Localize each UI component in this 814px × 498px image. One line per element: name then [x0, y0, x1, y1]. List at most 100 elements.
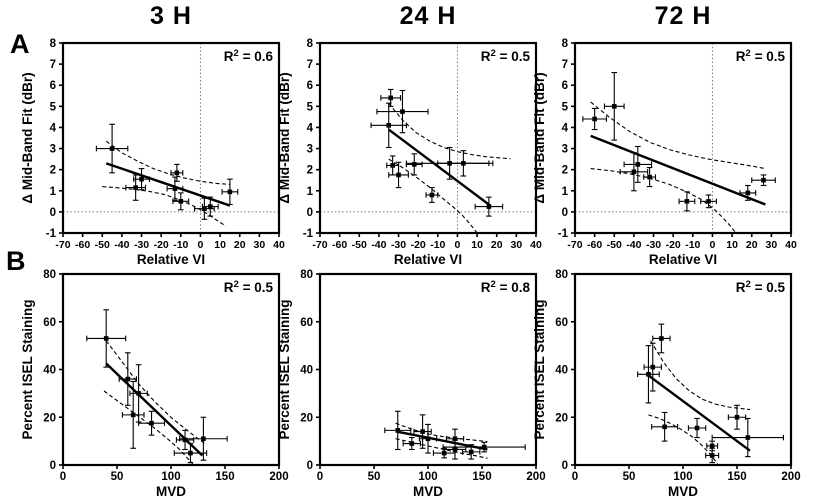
y-tick-label: 2 [562, 165, 568, 177]
data-point [442, 441, 526, 453]
chart-b-72h: 0 50 100 150 200 0 20 40 60 80 R2 = 0.5 MVD Percent … [532, 269, 801, 498]
data-point [678, 191, 696, 212]
data-point [125, 174, 147, 201]
x-axis-label: MVD [668, 484, 698, 498]
x-tick-label: 200 [526, 471, 545, 483]
x-tick-label: 50 [111, 471, 124, 483]
data-point [643, 167, 657, 188]
y-axis-label: Percent ISEL Staining [532, 299, 547, 439]
x-tick-label: -70 [55, 239, 70, 251]
x-tick-label: 20 [491, 239, 503, 251]
data-point [133, 168, 150, 191]
y-tick-label: 3 [562, 144, 568, 156]
data-point [179, 416, 228, 461]
r-squared-label: R2 = 0.5 [736, 279, 786, 295]
data-point [384, 410, 412, 451]
column-title-72h: 72 H [654, 2, 712, 30]
r-squared-label: R2 = 0.8 [481, 279, 531, 295]
x-tick-label: 30 [511, 239, 523, 251]
data-point [86, 309, 127, 368]
data-point [432, 447, 456, 459]
y-tick-label: 20 [43, 412, 56, 424]
x-tick-label: -60 [587, 239, 602, 251]
y-tick-label: 0 [50, 460, 56, 472]
regression-line [105, 362, 204, 457]
plot-border [61, 272, 281, 467]
x-tick-label: -60 [75, 239, 90, 251]
x-tick-label: -30 [391, 239, 406, 251]
x-tick-label: 0 [198, 239, 204, 251]
regression-line [105, 162, 231, 207]
data-point [221, 178, 239, 206]
data-point [637, 345, 660, 404]
x-axis-label: MVD [413, 484, 443, 498]
data-point [751, 174, 776, 187]
data-point [121, 380, 145, 449]
y-tick-label: 5 [562, 101, 569, 113]
y-tick-label: 8 [307, 38, 314, 50]
y-axis-label: Percent ISEL Staining [20, 299, 35, 439]
regression-line [647, 374, 751, 452]
x-tick-label: 100 [161, 471, 180, 483]
data-point [166, 176, 184, 201]
y-tick-label: 8 [50, 38, 57, 50]
y-tick-label: 7 [307, 59, 313, 71]
regression-line [396, 430, 488, 451]
data-point [118, 352, 137, 406]
y-tick-label: 2 [50, 165, 56, 177]
x-tick-label: -40 [371, 239, 386, 251]
x-tick-label: 10 [214, 239, 226, 251]
y-tick-label: 4 [307, 122, 314, 134]
row-label-b: B [6, 246, 26, 276]
x-tick-label: 0 [60, 471, 66, 483]
y-tick-label: 6 [307, 80, 313, 92]
confidence-band-upper [105, 140, 230, 185]
y-tick-label: 1 [307, 186, 314, 198]
plot-border [573, 41, 793, 235]
x-tick-label: 20 [234, 239, 246, 251]
data-point [201, 196, 219, 217]
x-tick-label: -20 [411, 239, 426, 251]
chart-a-72h: -70 -60 -50 -40 -30 -20 -10 0 10 20 30 40-101234567… [532, 38, 797, 267]
y-tick-label: 2 [307, 165, 313, 177]
chart-b-3h: 0 50 100 150 200 0 20 40 60 80 R2 = 0.5 MVD Percent … [20, 269, 289, 498]
data-point [437, 150, 490, 177]
x-tick-label: 100 [673, 471, 692, 483]
y-tick-label: 6 [562, 80, 568, 92]
x-axis-label: MVD [156, 484, 186, 498]
x-tick-label: -50 [352, 239, 367, 251]
y-tick-label: 4 [562, 122, 569, 134]
y-tick-label: 0 [50, 207, 56, 219]
x-tick-label: 40 [273, 239, 285, 251]
y-tick-label: 6 [50, 80, 56, 92]
y-tick-label: 80 [555, 269, 568, 281]
data-point [727, 404, 747, 430]
y-tick-label: 3 [50, 144, 56, 156]
x-tick-label: 150 [472, 471, 491, 483]
x-tick-label: 40 [530, 239, 542, 251]
x-tick-label: 0 [710, 239, 716, 251]
x-tick-label: 0 [455, 239, 461, 251]
y-tick-label: 8 [562, 38, 569, 50]
confidence-band-upper [650, 340, 751, 411]
row-label-a: A [10, 29, 30, 59]
x-tick-label: -20 [666, 239, 681, 251]
x-tick-label: 0 [317, 471, 323, 483]
plot-border [318, 41, 538, 235]
x-tick-label: -10 [685, 239, 700, 251]
y-tick-label: 20 [300, 412, 313, 424]
confidence-band-upper [388, 102, 511, 160]
plot-border [573, 272, 793, 467]
y-tick-label: 1 [562, 186, 569, 198]
y-axis-label: Percent ISEL Staining [277, 299, 292, 439]
data-point [582, 107, 607, 131]
y-tick-label: 40 [555, 365, 568, 377]
r-squared-label: R2 = 0.5 [481, 48, 531, 64]
y-tick-label: 0 [562, 207, 568, 219]
chart-a-24h: -70 -60 -50 -40 -30 -20 -10 0 10 20 30 40-101234567… [277, 38, 542, 267]
x-tick-label: 0 [572, 471, 578, 483]
x-tick-label: -50 [95, 239, 110, 251]
data-point [687, 417, 707, 439]
confidence-band-lower [590, 168, 737, 234]
